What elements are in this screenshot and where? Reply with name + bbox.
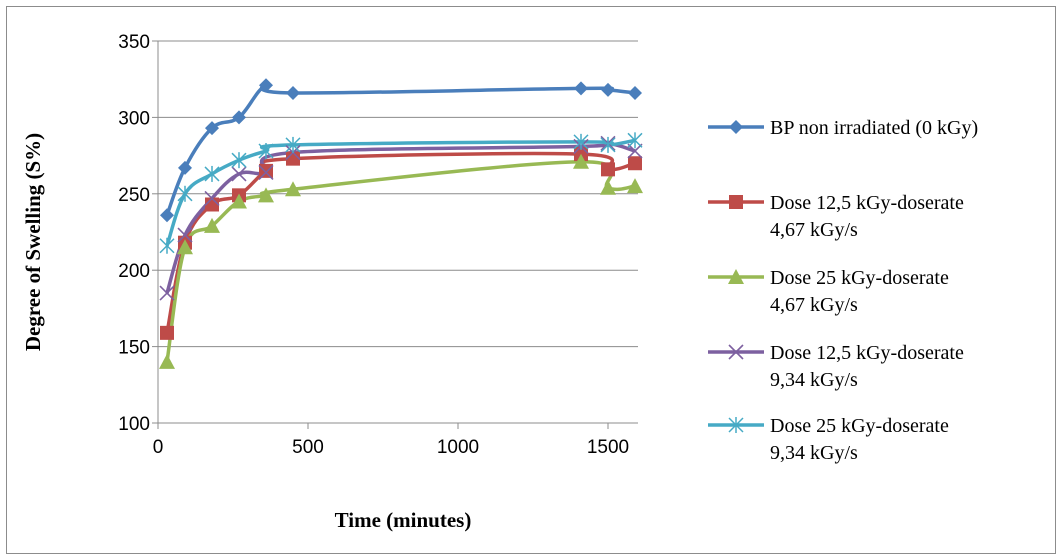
legend-label: Dose 25 kGy-doserate: [770, 267, 949, 289]
legend-label: Dose 12,5 kGy-doserate: [770, 342, 964, 364]
data-point-s5-8: [600, 136, 616, 153]
data-point-s3-2: [177, 239, 193, 255]
y-tick-label: 250: [118, 185, 150, 206]
x-tick-label: 1500: [587, 437, 629, 458]
data-point-s1-8: [601, 82, 615, 97]
data-point-s1-3: [205, 121, 219, 136]
legend: BP non irradiated (0 kGy) Dose 12,5 kGy-d…: [708, 117, 978, 464]
legend-item-5: Dose 25 kGy-doserate 9,34 kGy/s: [708, 415, 949, 464]
legend-item-1: BP non irradiated (0 kGy): [708, 117, 978, 139]
grid-lines: [158, 40, 638, 424]
data-point-s1-9: [628, 85, 642, 100]
data-point-s5-7: [573, 133, 589, 150]
legend-swatch-marker: [728, 417, 744, 433]
legend-swatch-marker: [728, 269, 744, 284]
data-point-s5-9: [627, 132, 643, 149]
legend-swatch-marker: [728, 344, 744, 360]
tick-labels: 100 150 200 250 300 350 0 500 1000 1500: [118, 32, 629, 458]
data-point-s3-4: [231, 193, 247, 209]
data-point-s1-4: [232, 110, 246, 125]
data-point-s2-3: [205, 197, 219, 212]
y-tick-label: 200: [118, 261, 150, 282]
y-tick-label: 300: [118, 108, 150, 129]
legend-swatch-marker: [729, 195, 743, 209]
data-point-s1-7: [574, 81, 588, 96]
y-tick-label: 150: [118, 338, 150, 359]
data-point-s4-5: [258, 164, 274, 180]
legend-swatch-marker: [729, 120, 743, 134]
series-lines: [165, 82, 636, 363]
y-axis-title: Degree of Swelling (S%): [21, 133, 45, 351]
data-point-s3-6: [285, 181, 301, 197]
data-point-s4-4: [231, 166, 247, 182]
legend-label: BP non irradiated (0 kGy): [770, 117, 978, 139]
legend-label: 9,34 kGy/s: [770, 369, 858, 391]
x-tick-label: 0: [153, 437, 164, 458]
legend-item-2: Dose 12,5 kGy-doserate 4,67 kGy/s: [708, 192, 964, 241]
data-point-s1-2: [178, 160, 192, 175]
data-point-s3-7: [573, 153, 589, 169]
data-point-s2-9: [628, 156, 642, 171]
data-point-s2-8: [601, 162, 615, 177]
data-point-s5-4: [231, 152, 247, 169]
x-axis-title: Time (minutes): [335, 508, 472, 532]
x-tick-label: 1000: [437, 437, 479, 458]
data-point-s2-1: [160, 325, 174, 340]
data-point-s1-6: [286, 85, 300, 100]
data-point-s4-1: [159, 285, 175, 301]
data-point-s5-1: [159, 237, 175, 254]
legend-item-3: Dose 25 kGy-doserate 4,67 kGy/s: [708, 267, 949, 316]
data-point-s5-6: [285, 136, 301, 153]
legend-label: 4,67 kGy/s: [770, 294, 858, 316]
data-point-s4-9: [627, 143, 643, 159]
data-point-s3-9: [627, 178, 643, 194]
data-point-s5-3: [204, 165, 220, 182]
series-line-2: [165, 151, 636, 334]
axes: [152, 40, 638, 429]
data-point-s4-3: [204, 190, 220, 206]
legend-label: Dose 12,5 kGy-doserate: [770, 192, 964, 214]
data-point-s3-8: [600, 179, 616, 195]
x-tick-label: 500: [292, 437, 324, 458]
data-point-s3-5: [258, 187, 274, 203]
data-point-s1-1: [160, 208, 174, 223]
chart-frame: [6, 6, 1056, 554]
data-point-s1-5: [259, 78, 273, 93]
legend-label: 9,34 kGy/s: [770, 442, 858, 464]
data-point-s2-6: [286, 151, 300, 166]
data-point-s3-1: [159, 353, 175, 369]
data-point-s4-2: [177, 227, 193, 243]
legend-label: Dose 25 kGy-doserate: [770, 415, 949, 437]
data-point-s2-5: [259, 163, 273, 178]
series-markers: [159, 78, 643, 369]
data-point-s3-3: [204, 217, 220, 233]
y-tick-label: 100: [118, 414, 150, 435]
y-tick-label: 350: [118, 32, 150, 53]
data-point-s5-5: [258, 143, 274, 160]
legend-label: 4,67 kGy/s: [770, 219, 858, 241]
legend-item-4: Dose 12,5 kGy-doserate 9,34 kGy/s: [708, 342, 964, 391]
data-point-s5-2: [177, 185, 193, 202]
